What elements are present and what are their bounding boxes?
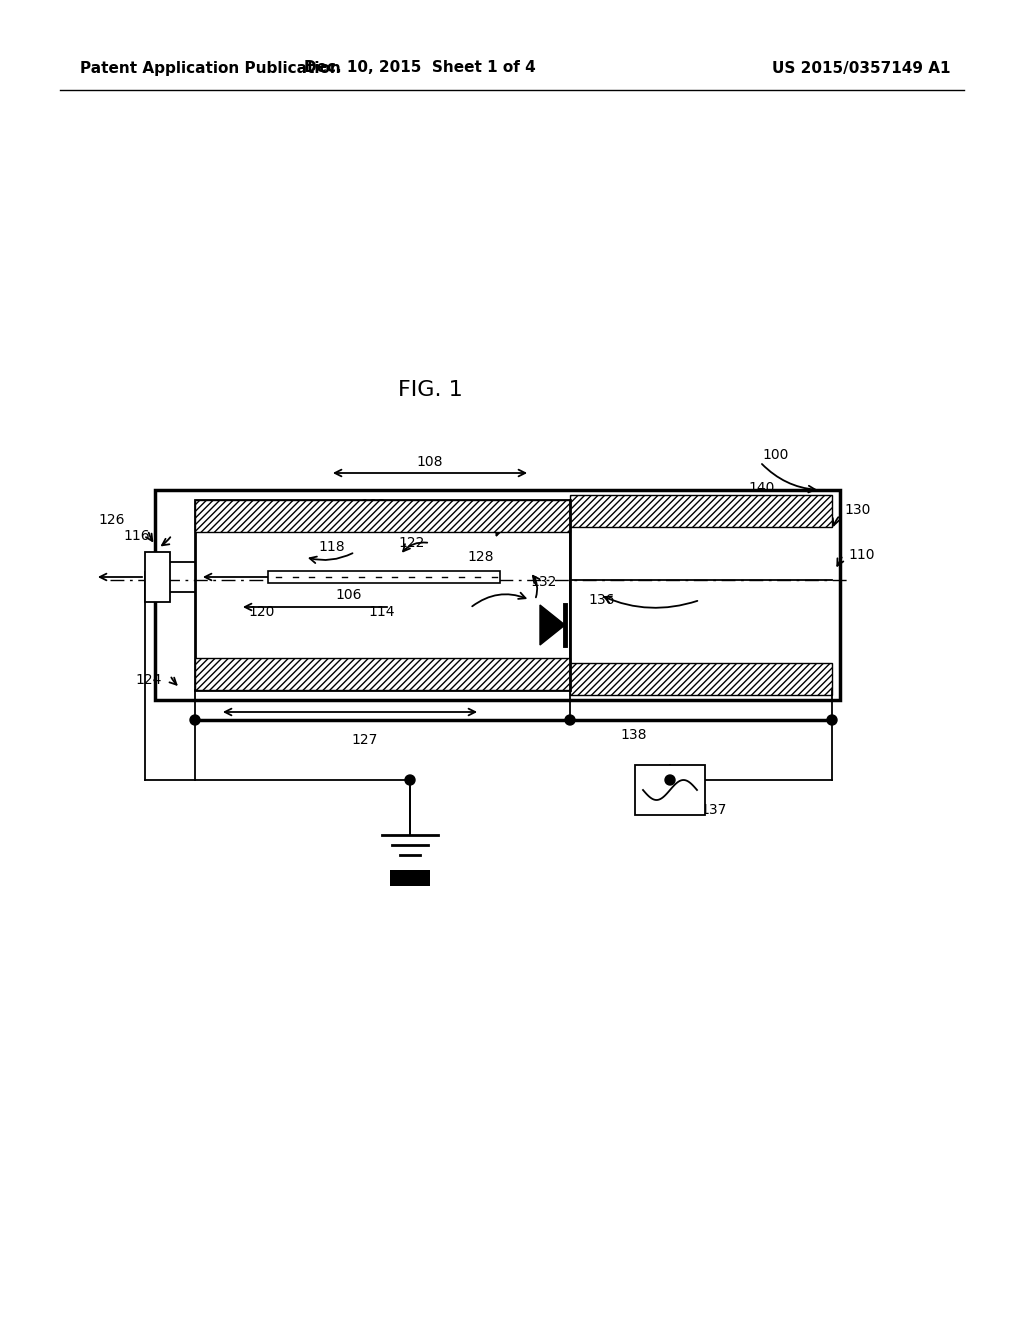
Bar — [195, 657, 570, 690]
Text: 130: 130 — [844, 503, 870, 517]
Bar — [390, 870, 430, 886]
Circle shape — [565, 715, 575, 725]
Text: 137: 137 — [700, 803, 726, 817]
Circle shape — [827, 715, 837, 725]
Bar — [570, 495, 831, 527]
Text: Dec. 10, 2015  Sheet 1 of 4: Dec. 10, 2015 Sheet 1 of 4 — [304, 61, 536, 75]
Text: 106: 106 — [335, 587, 361, 602]
Bar — [570, 663, 831, 696]
Bar — [155, 490, 840, 700]
Bar — [195, 500, 570, 690]
Text: 114: 114 — [368, 605, 394, 619]
Bar — [570, 527, 831, 663]
Text: 126: 126 — [98, 513, 125, 527]
Text: 108: 108 — [417, 455, 443, 469]
Polygon shape — [540, 605, 565, 645]
Bar — [145, 552, 170, 602]
Text: 136: 136 — [588, 593, 614, 607]
Text: 104: 104 — [258, 500, 285, 513]
Circle shape — [190, 715, 200, 725]
Text: 128: 128 — [467, 550, 494, 564]
Text: US 2015/0357149 A1: US 2015/0357149 A1 — [771, 61, 950, 75]
Text: 122: 122 — [398, 536, 424, 550]
Text: 120: 120 — [248, 605, 274, 619]
Text: 140: 140 — [748, 480, 774, 495]
Text: 124: 124 — [135, 673, 162, 686]
Circle shape — [406, 775, 415, 785]
Text: 138: 138 — [620, 729, 646, 742]
Text: 127: 127 — [352, 733, 378, 747]
Text: 110: 110 — [848, 548, 874, 562]
Text: 112: 112 — [474, 513, 501, 527]
Circle shape — [665, 775, 675, 785]
Text: 102: 102 — [360, 498, 386, 512]
Text: 118: 118 — [318, 540, 345, 554]
Text: 116: 116 — [123, 529, 150, 543]
Text: FIG. 1: FIG. 1 — [397, 380, 463, 400]
Text: 100: 100 — [762, 447, 788, 462]
Bar — [635, 766, 705, 814]
Bar — [268, 572, 500, 583]
Text: Patent Application Publication: Patent Application Publication — [80, 61, 341, 75]
Bar — [195, 500, 570, 532]
Text: 132: 132 — [530, 576, 556, 589]
